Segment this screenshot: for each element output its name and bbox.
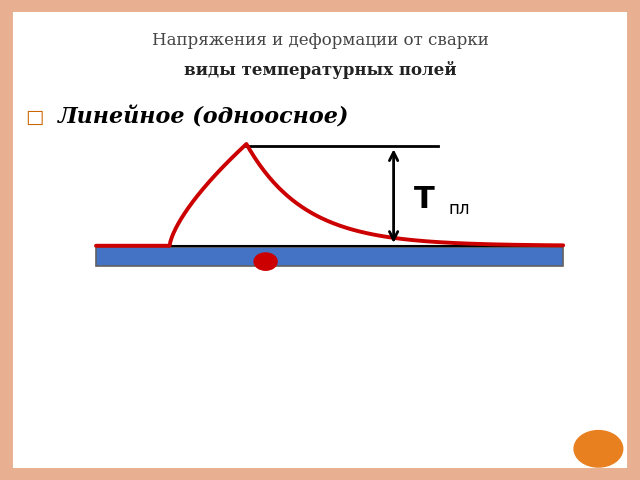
Circle shape xyxy=(254,253,277,270)
Text: □: □ xyxy=(26,108,44,127)
Bar xyxy=(96,247,563,266)
Text: Напряжения и деформации от сварки: Напряжения и деформации от сварки xyxy=(152,32,488,49)
Text: виды температурных полей: виды температурных полей xyxy=(184,60,456,79)
Text: Линейное (одноосное): Линейное (одноосное) xyxy=(58,107,349,129)
Text: пл: пл xyxy=(448,200,470,218)
Circle shape xyxy=(574,431,623,467)
Text: $\mathbf{T}$: $\mathbf{T}$ xyxy=(413,185,435,214)
